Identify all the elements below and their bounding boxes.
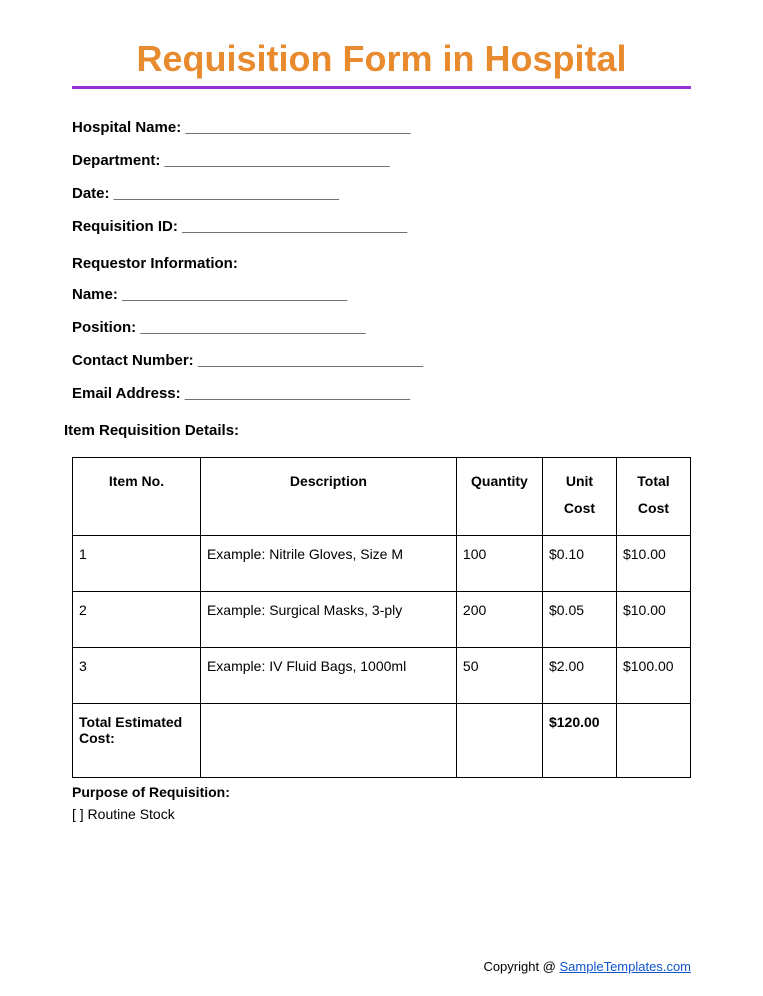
cell-unitcost: $2.00 (542, 648, 616, 704)
table-row: 1 Example: Nitrile Gloves, Size M 100 $0… (73, 536, 691, 592)
cell-itemno: 3 (73, 648, 201, 704)
table-row: 2 Example: Surgical Masks, 3-ply 200 $0.… (73, 592, 691, 648)
title-divider (72, 86, 691, 89)
col-header-totalcost: Total Cost (616, 458, 690, 536)
total-value: $120.00 (542, 704, 616, 778)
cell-totalcost: $10.00 (616, 536, 690, 592)
cell-quantity: 50 (456, 648, 542, 704)
page-title: Requisition Form in Hospital (72, 38, 691, 80)
cell-description: Example: Nitrile Gloves, Size M (200, 536, 456, 592)
field-requestor-email: Email Address: _________________________… (72, 383, 691, 404)
total-label: Total Estimated Cost: (73, 704, 201, 778)
field-hospital-name: Hospital Name: _________________________… (72, 117, 691, 138)
col-header-itemno: Item No. (73, 458, 201, 536)
field-date: Date: ___________________________ (72, 183, 691, 204)
field-requestor-contact: Contact Number: ________________________… (72, 350, 691, 371)
field-department: Department: ___________________________ (72, 150, 691, 171)
field-requisition-id: Requisition ID: ________________________… (72, 216, 691, 237)
field-requestor-position: Position: ___________________________ (72, 317, 691, 338)
cell-unitcost: $0.10 (542, 536, 616, 592)
cell-description: Example: IV Fluid Bags, 1000ml (200, 648, 456, 704)
requisition-table: Item No. Description Quantity Unit Cost … (72, 457, 691, 778)
details-header: Item Requisition Details: (64, 422, 691, 439)
purpose-header: Purpose of Requisition: (72, 784, 691, 800)
table-row: 3 Example: IV Fluid Bags, 1000ml 50 $2.0… (73, 648, 691, 704)
requestor-header: Requestor Information: (72, 255, 691, 272)
table-header-row: Item No. Description Quantity Unit Cost … (73, 458, 691, 536)
table-total-row: Total Estimated Cost: $120.00 (73, 704, 691, 778)
cell-quantity: 100 (456, 536, 542, 592)
cell-unitcost: $0.05 (542, 592, 616, 648)
col-header-quantity: Quantity (456, 458, 542, 536)
cell-quantity: 200 (456, 592, 542, 648)
footer: Copyright @ SampleTemplates.com (483, 959, 691, 974)
cell-itemno: 2 (73, 592, 201, 648)
col-header-description: Description (200, 458, 456, 536)
field-requestor-name: Name: ___________________________ (72, 284, 691, 305)
cell-description: Example: Surgical Masks, 3-ply (200, 592, 456, 648)
cell-itemno: 1 (73, 536, 201, 592)
cell-totalcost: $10.00 (616, 592, 690, 648)
footer-link[interactable]: SampleTemplates.com (560, 959, 692, 974)
total-empty (616, 704, 690, 778)
cell-totalcost: $100.00 (616, 648, 690, 704)
col-header-unitcost: Unit Cost (542, 458, 616, 536)
footer-prefix: Copyright @ (483, 959, 559, 974)
purpose-option-routine: [ ] Routine Stock (72, 806, 691, 822)
total-empty (456, 704, 542, 778)
total-empty (200, 704, 456, 778)
